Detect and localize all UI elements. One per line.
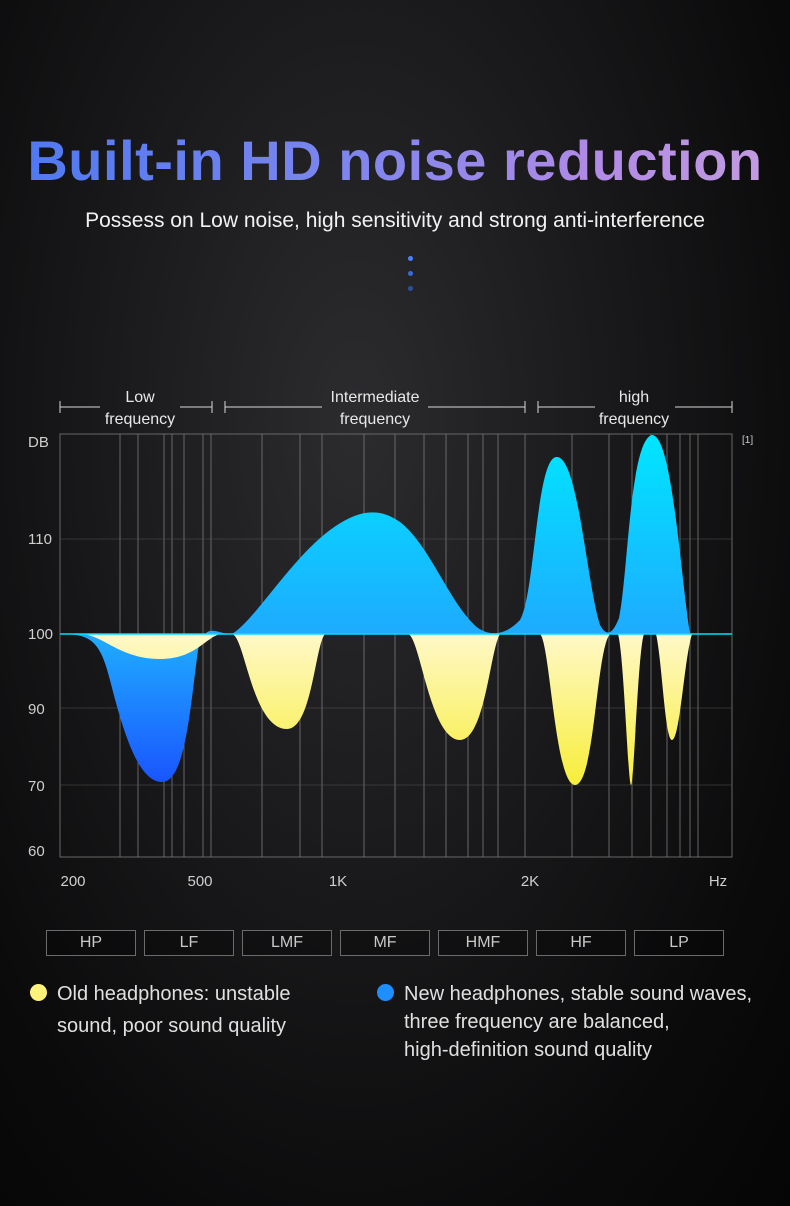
x-tick-500: 500 [187, 873, 212, 890]
series-old-headphones-area [60, 634, 692, 785]
x-tick-2k: 2K [521, 873, 539, 890]
dot-3 [407, 286, 413, 291]
band-tabs: HP LF LMF MF HMF HF LP [46, 930, 724, 956]
dot-2 [407, 271, 413, 276]
y-tick-70: 70 [28, 778, 45, 795]
band-label-low-2: frequency [105, 411, 175, 428]
tab-lf[interactable]: LF [144, 930, 234, 956]
tab-lmf[interactable]: LMF [242, 930, 332, 956]
legend-new-line1: New headphones, stable sound waves, [404, 983, 753, 1005]
decorative-dots [406, 256, 414, 301]
tab-hp[interactable]: HP [46, 930, 136, 956]
y-tick-100: 100 [28, 626, 53, 643]
legend-new-headphones: New headphones, stable sound waves, thre… [377, 980, 752, 1064]
y-tick-60: 60 [28, 843, 45, 860]
page-title: Built-in HD noise reduction [0, 128, 790, 193]
x-tick-1k: 1K [329, 873, 347, 890]
page-subtitle: Possess on Low noise, high sensitivity a… [85, 209, 705, 232]
y-axis-label: DB [28, 434, 49, 451]
tab-hf[interactable]: HF [536, 930, 626, 956]
y-tick-90: 90 [28, 701, 45, 718]
legend-old-headphones: Old headphones: unstable sound, poor sou… [30, 980, 291, 1040]
tab-lp[interactable]: LP [634, 930, 724, 956]
legend-old-line2: sound, poor sound quality [57, 1015, 287, 1037]
x-tick-hz: Hz [709, 873, 727, 890]
legend-new-line3: high-definition sound quality [404, 1039, 652, 1061]
legend-new-bullet [377, 984, 394, 1001]
dot-1 [407, 256, 413, 261]
series-new-headphones-area [60, 435, 732, 782]
legend-new-line2: three frequency are balanced, [404, 1011, 670, 1033]
band-label-mid-2: frequency [340, 411, 410, 428]
legend-new-text: New headphones, stable sound waves, thre… [404, 980, 752, 1064]
x-tick-200: 200 [60, 873, 85, 890]
band-label-high-2: frequency [599, 411, 669, 428]
y-tick-110: 110 [28, 531, 52, 548]
tab-hmf[interactable]: HMF [438, 930, 528, 956]
corner-note: [1] [742, 435, 753, 446]
legend-old-bullet [30, 984, 47, 1001]
legend-old-text: Old headphones: unstable sound, poor sou… [57, 980, 291, 1040]
band-label-low-1: Low [125, 389, 155, 406]
band-label-high-1: high [619, 389, 649, 406]
band-brackets [59, 401, 733, 413]
frequency-response-chart: Low frequency Intermediate frequency hig… [28, 389, 753, 890]
legend-old-line1: Old headphones: unstable [57, 983, 291, 1005]
band-label-mid-1: Intermediate [331, 389, 420, 406]
tab-mf[interactable]: MF [340, 930, 430, 956]
